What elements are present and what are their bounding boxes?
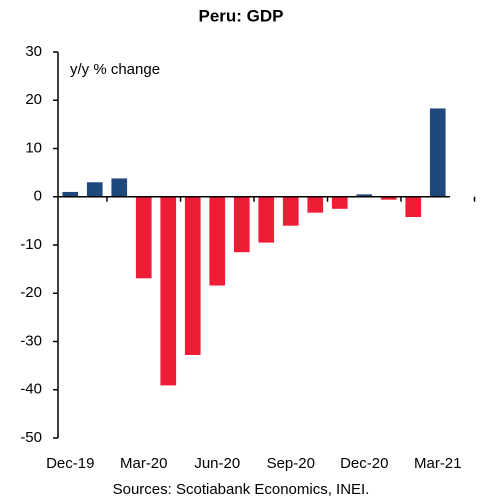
y-tick-label: -10 (20, 236, 42, 253)
bar (380, 196, 397, 200)
bar (111, 178, 128, 197)
y-tick-label: 0 (34, 188, 42, 205)
x-tick-label: Mar-21 (414, 455, 462, 472)
chart-title: Peru: GDP (198, 6, 283, 25)
bar (86, 182, 103, 197)
y-tick-label: -30 (20, 332, 42, 349)
y-axis-label: y/y % change (70, 61, 160, 78)
y-tick-label: -40 (20, 381, 42, 398)
bar (233, 196, 250, 253)
bar (209, 196, 226, 286)
y-tick-label: 30 (25, 43, 42, 60)
bar (160, 196, 177, 386)
y-tick-label: -20 (20, 284, 42, 301)
bar (307, 196, 324, 213)
bar (62, 191, 79, 197)
bar (184, 196, 201, 356)
bar (356, 194, 373, 197)
x-tick-label: Mar-20 (120, 455, 168, 472)
x-tick-label: Dec-20 (340, 455, 388, 472)
source-note: Sources: Scotiabank Economics, INEI. (113, 481, 370, 498)
y-tick-label: -50 (20, 429, 42, 446)
bar (282, 196, 299, 226)
bar (331, 196, 348, 209)
bar (135, 196, 152, 279)
bar (405, 196, 422, 218)
x-tick-label: Dec-19 (46, 455, 94, 472)
y-tick-label: 10 (25, 139, 42, 156)
x-tick-label: Sep-20 (267, 455, 315, 472)
x-tick-label: Jun-20 (194, 455, 240, 472)
y-tick-label: 20 (25, 91, 42, 108)
bar (258, 196, 275, 243)
bar (429, 108, 446, 197)
